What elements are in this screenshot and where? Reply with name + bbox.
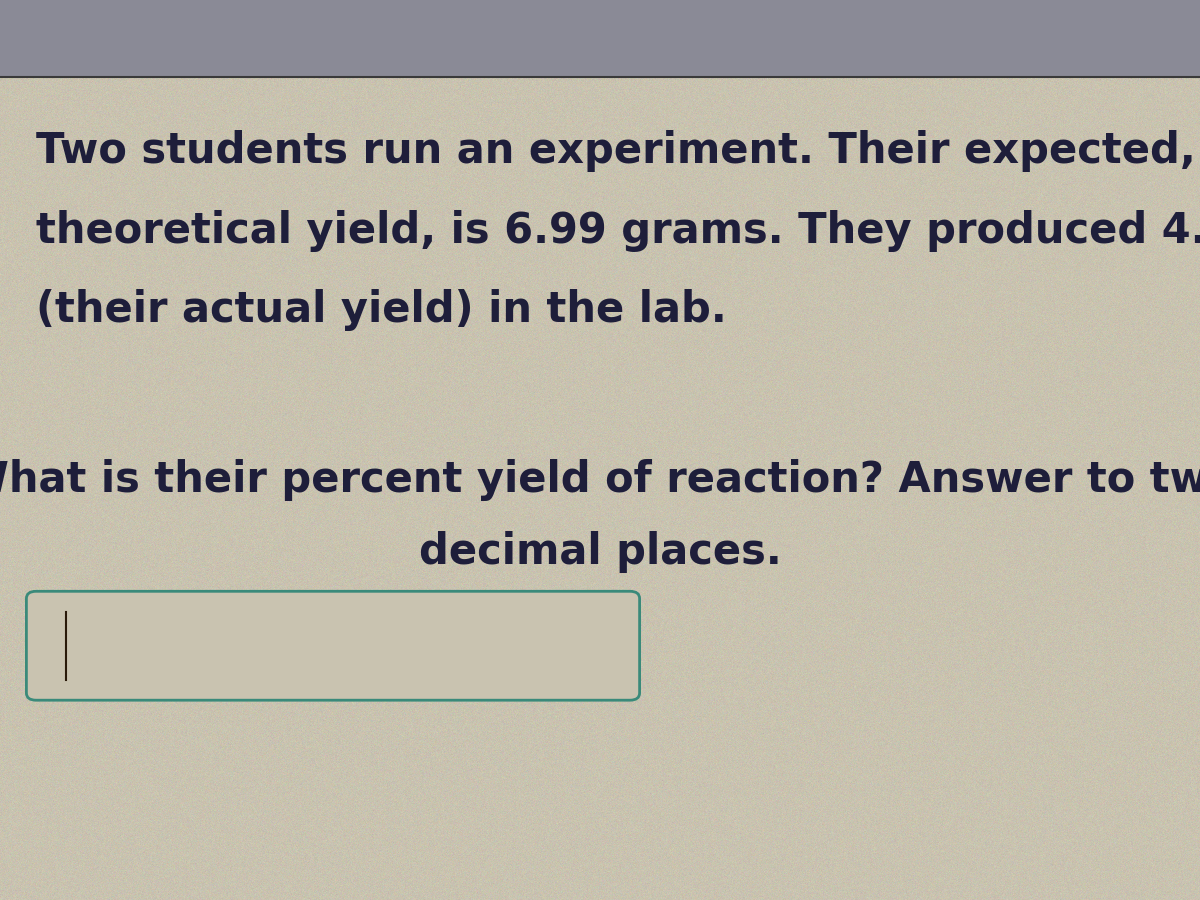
Text: (their actual yield) in the lab.: (their actual yield) in the lab. xyxy=(36,289,727,331)
FancyBboxPatch shape xyxy=(26,591,640,700)
Text: theoretical yield, is 6.99 grams. They produced 4.44 grams: theoretical yield, is 6.99 grams. They p… xyxy=(36,210,1200,252)
Text: What is their percent yield of reaction? Answer to two: What is their percent yield of reaction?… xyxy=(0,459,1200,501)
Text: decimal places.: decimal places. xyxy=(419,531,781,573)
Bar xyxy=(0,0,1200,76)
Text: Two students run an experiment. Their expected, or: Two students run an experiment. Their ex… xyxy=(36,130,1200,173)
